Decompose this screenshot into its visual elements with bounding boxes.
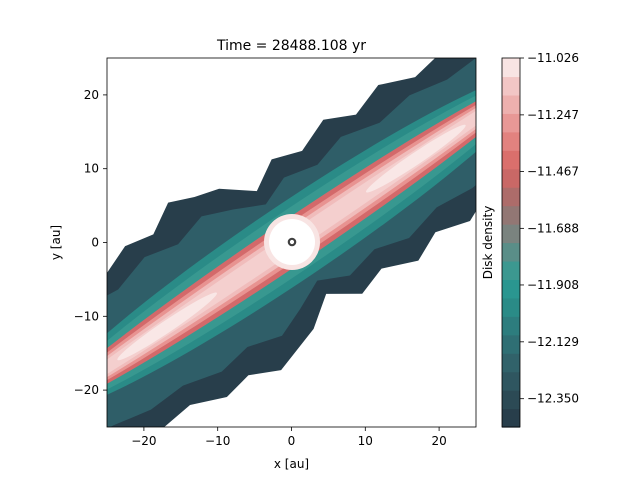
colorbar-label: Disk density	[481, 206, 495, 280]
x-tick-label: 0	[288, 434, 296, 448]
y-tick-label: −10	[74, 309, 99, 323]
colorbar-level	[502, 371, 520, 391]
y-axis-label: y [au]	[49, 225, 63, 260]
disk-core-hot-lower	[366, 124, 466, 193]
colorbar-level	[502, 58, 520, 78]
central-cavity	[269, 219, 315, 265]
x-tick-label: 10	[358, 434, 373, 448]
colorbar-tick-label: −11.688	[527, 221, 579, 235]
colorbar-tick-label: −11.247	[527, 108, 579, 122]
colorbar	[502, 58, 520, 428]
y-tick-label: 20	[84, 88, 99, 102]
colorbar-level	[502, 224, 520, 244]
density-map	[107, 58, 476, 427]
colorbar-level	[502, 297, 520, 317]
x-tick-label: −10	[205, 434, 230, 448]
colorbar-level	[502, 187, 520, 207]
y-tick-label: −20	[74, 383, 99, 397]
y-tick-label: 0	[91, 236, 99, 250]
colorbar-level	[502, 242, 520, 262]
colorbar-level	[502, 334, 520, 354]
colorbar-level	[502, 390, 520, 410]
x-axis-label: x [au]	[274, 457, 309, 471]
colorbar-tick-label: −11.908	[527, 278, 579, 292]
colorbar-level	[502, 316, 520, 336]
colorbar-tick-label: −11.026	[527, 51, 579, 65]
y-tick-label: 10	[84, 162, 99, 176]
colorbar-level	[502, 150, 520, 170]
y-axis-ticks: −20 −10 0 10 20	[74, 88, 107, 397]
colorbar-tick-label: −12.129	[527, 335, 579, 349]
colorbar-tick-label: −12.350	[527, 392, 579, 406]
colorbar-level	[502, 113, 520, 133]
colorbar-level	[502, 76, 520, 96]
colorbar-level	[502, 94, 520, 114]
chart-title: Time = 28488.108 yr	[216, 38, 366, 54]
x-tick-label: −20	[131, 434, 156, 448]
colorbar-level	[502, 279, 520, 299]
colorbar-ticks: −11.026 −11.247 −11.467 −11.688 −11.908 −12.1…	[520, 51, 579, 406]
colorbar-level	[502, 168, 520, 188]
colorbar-level	[502, 353, 520, 373]
colorbar-tick-label: −11.467	[527, 164, 579, 178]
x-axis-ticks: −20 −10 0 10 20	[131, 427, 447, 448]
colorbar-frame	[501, 57, 521, 428]
colorbar-level	[502, 260, 520, 280]
x-tick-label: 20	[431, 434, 446, 448]
colorbar-level	[502, 408, 520, 428]
disk-core-hot-upper	[117, 292, 217, 361]
colorbar-level	[502, 131, 520, 151]
central-star-marker	[287, 237, 297, 247]
colorbar-level	[502, 205, 520, 225]
